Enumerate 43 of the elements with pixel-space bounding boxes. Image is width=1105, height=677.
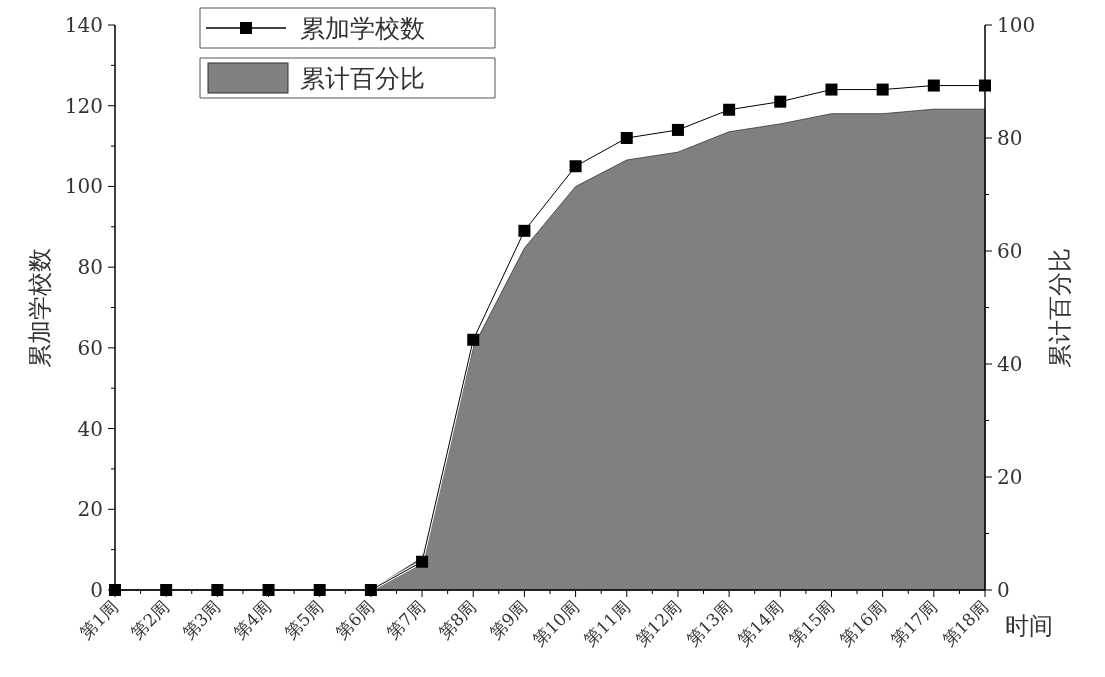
y-tick-label: 60 bbox=[77, 335, 103, 360]
y2-tick-label: 100 bbox=[997, 13, 1036, 37]
point bbox=[825, 83, 838, 96]
x-tick-label: 第7周 bbox=[383, 596, 429, 643]
x-tick-label: 第2周 bbox=[127, 596, 173, 643]
point bbox=[416, 555, 429, 568]
y-tick-label: 140 bbox=[64, 13, 103, 37]
legend-item: 累计百分比 bbox=[199, 57, 496, 99]
y2-axis-title: 累计百分比 bbox=[1046, 247, 1074, 368]
point bbox=[774, 95, 787, 108]
y-tick-label: 80 bbox=[77, 255, 103, 280]
y-axis-title: 累加学校数 bbox=[26, 247, 54, 368]
point bbox=[671, 123, 684, 136]
x-tick-label: 第3周 bbox=[178, 596, 225, 643]
x-tick-label: 第12周 bbox=[631, 596, 685, 651]
point bbox=[876, 83, 889, 96]
y2-tick-label: 60 bbox=[997, 239, 1023, 263]
x-tick-label: 第11周 bbox=[580, 596, 634, 651]
point bbox=[518, 224, 531, 237]
x-tick-label: 第4周 bbox=[229, 596, 276, 643]
legend-label: 累计百分比 bbox=[300, 64, 425, 93]
x-tick-label: 第5周 bbox=[280, 596, 327, 643]
x-tick-label: 第18周 bbox=[938, 596, 992, 651]
point bbox=[723, 103, 736, 116]
y-tick-label: 20 bbox=[77, 497, 103, 522]
y2-tick-label: 40 bbox=[997, 352, 1023, 376]
x-tick-label: 第8周 bbox=[434, 596, 481, 643]
y-tick-label: 100 bbox=[64, 174, 103, 199]
point bbox=[620, 132, 633, 144]
y2-tick-label: 0 bbox=[997, 578, 1010, 602]
y-tick-label: 120 bbox=[64, 93, 103, 118]
point bbox=[467, 333, 480, 346]
point bbox=[569, 160, 582, 173]
legend-label: 累加学校数 bbox=[300, 14, 425, 43]
x-tick-label: 第17周 bbox=[887, 596, 941, 651]
x-tick-label: 第6周 bbox=[331, 596, 378, 643]
x-tick-label: 第13周 bbox=[682, 596, 736, 651]
legend-item: 累加学校数 bbox=[199, 7, 496, 49]
y-tick-label: 40 bbox=[77, 416, 103, 441]
y2-tick-label: 80 bbox=[997, 126, 1023, 150]
x-axis-title: 时间 bbox=[1005, 612, 1053, 640]
point bbox=[927, 79, 940, 92]
y2-tick-label: 20 bbox=[997, 465, 1023, 489]
